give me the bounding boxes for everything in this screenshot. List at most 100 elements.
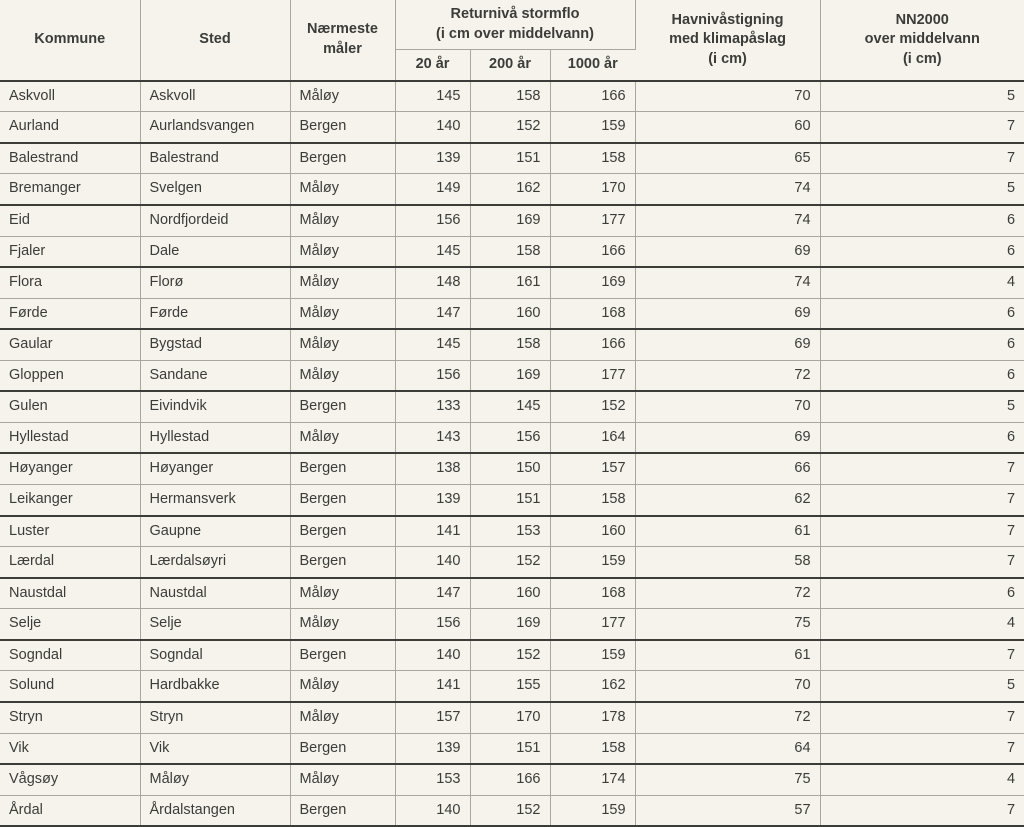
col-stormflo-group: Returnivå stormflo (i cm over middelvann… [395,0,635,50]
table-row: SeljeSeljeMåløy156169177754 [0,609,1024,640]
cell-20ar: 133 [395,391,470,422]
cell-maler: Bergen [290,733,395,764]
cell-havniva: 72 [635,578,820,609]
col-maler: Nærmeste måler [290,0,395,81]
cell-200ar: 166 [470,764,550,795]
cell-200ar: 152 [470,795,550,826]
col-hav-l3: (i cm) [708,51,747,67]
col-havniva: Havnivåstigning med klimapåslag (i cm) [635,0,820,81]
cell-1000ar: 159 [550,112,635,143]
cell-maler: Måløy [290,236,395,267]
table-row: VikVikBergen139151158647 [0,733,1024,764]
cell-maler: Bergen [290,516,395,547]
cell-maler: Bergen [290,485,395,516]
cell-sted: Florø [140,267,290,298]
cell-havniva: 64 [635,733,820,764]
cell-kommune: Aurland [0,112,140,143]
cell-20ar: 141 [395,671,470,702]
cell-sted: Bygstad [140,329,290,360]
cell-havniva: 69 [635,422,820,453]
cell-1000ar: 168 [550,578,635,609]
cell-kommune: Gaular [0,329,140,360]
cell-maler: Måløy [290,298,395,329]
col-sted: Sted [140,0,290,81]
cell-maler: Måløy [290,205,395,236]
col-nn-l2: over middelvann [865,31,980,47]
cell-kommune: Vik [0,733,140,764]
cell-1000ar: 158 [550,143,635,174]
cell-havniva: 57 [635,795,820,826]
col-maler-l2: måler [323,41,362,57]
cell-maler: Måløy [290,671,395,702]
cell-kommune: Askvoll [0,81,140,112]
cell-sted: Årdalstangen [140,795,290,826]
table-row: SolundHardbakkeMåløy141155162705 [0,671,1024,702]
cell-nn2000: 7 [820,485,1024,516]
cell-200ar: 169 [470,360,550,391]
col-stormflo-l1: Returnivå stormflo [451,6,580,22]
cell-nn2000: 7 [820,453,1024,484]
cell-20ar: 147 [395,578,470,609]
cell-1000ar: 168 [550,298,635,329]
cell-nn2000: 6 [820,236,1024,267]
cell-kommune: Luster [0,516,140,547]
cell-1000ar: 174 [550,764,635,795]
cell-nn2000: 7 [820,702,1024,733]
cell-20ar: 156 [395,360,470,391]
cell-1000ar: 166 [550,81,635,112]
cell-nn2000: 4 [820,267,1024,298]
cell-20ar: 145 [395,236,470,267]
cell-1000ar: 159 [550,640,635,671]
table-row: AurlandAurlandsvangenBergen140152159607 [0,112,1024,143]
cell-200ar: 169 [470,205,550,236]
cell-sted: Høyanger [140,453,290,484]
cell-1000ar: 169 [550,267,635,298]
cell-1000ar: 158 [550,485,635,516]
cell-havniva: 66 [635,453,820,484]
cell-200ar: 158 [470,329,550,360]
cell-kommune: Stryn [0,702,140,733]
cell-1000ar: 159 [550,547,635,578]
cell-kommune: Naustdal [0,578,140,609]
cell-20ar: 148 [395,267,470,298]
table-row: HyllestadHyllestadMåløy143156164696 [0,422,1024,453]
cell-havniva: 70 [635,391,820,422]
cell-havniva: 60 [635,112,820,143]
cell-nn2000: 6 [820,360,1024,391]
cell-sted: Svelgen [140,174,290,205]
cell-200ar: 152 [470,640,550,671]
cell-20ar: 149 [395,174,470,205]
table-row: VågsøyMåløyMåløy153166174754 [0,764,1024,795]
cell-kommune: Flora [0,267,140,298]
cell-maler: Bergen [290,795,395,826]
table-row: StrynStrynMåløy157170178727 [0,702,1024,733]
cell-nn2000: 6 [820,578,1024,609]
col-stormflo-l2: (i cm over middelvann) [436,26,594,42]
cell-nn2000: 5 [820,174,1024,205]
cell-sted: Hardbakke [140,671,290,702]
cell-maler: Bergen [290,112,395,143]
cell-sted: Sogndal [140,640,290,671]
cell-havniva: 69 [635,329,820,360]
cell-nn2000: 5 [820,671,1024,702]
cell-maler: Bergen [290,453,395,484]
cell-200ar: 153 [470,516,550,547]
cell-kommune: Høyanger [0,453,140,484]
cell-nn2000: 6 [820,329,1024,360]
cell-havniva: 75 [635,764,820,795]
cell-20ar: 153 [395,764,470,795]
cell-havniva: 65 [635,143,820,174]
cell-1000ar: 177 [550,205,635,236]
cell-1000ar: 164 [550,422,635,453]
cell-maler: Måløy [290,329,395,360]
col-hav-l2: med klimapåslag [669,31,786,47]
cell-kommune: Fjaler [0,236,140,267]
cell-kommune: Hyllestad [0,422,140,453]
table-row: LusterGaupneBergen141153160617 [0,516,1024,547]
cell-1000ar: 177 [550,360,635,391]
cell-maler: Måløy [290,174,395,205]
cell-nn2000: 5 [820,81,1024,112]
cell-kommune: Årdal [0,795,140,826]
cell-20ar: 156 [395,205,470,236]
cell-havniva: 72 [635,702,820,733]
